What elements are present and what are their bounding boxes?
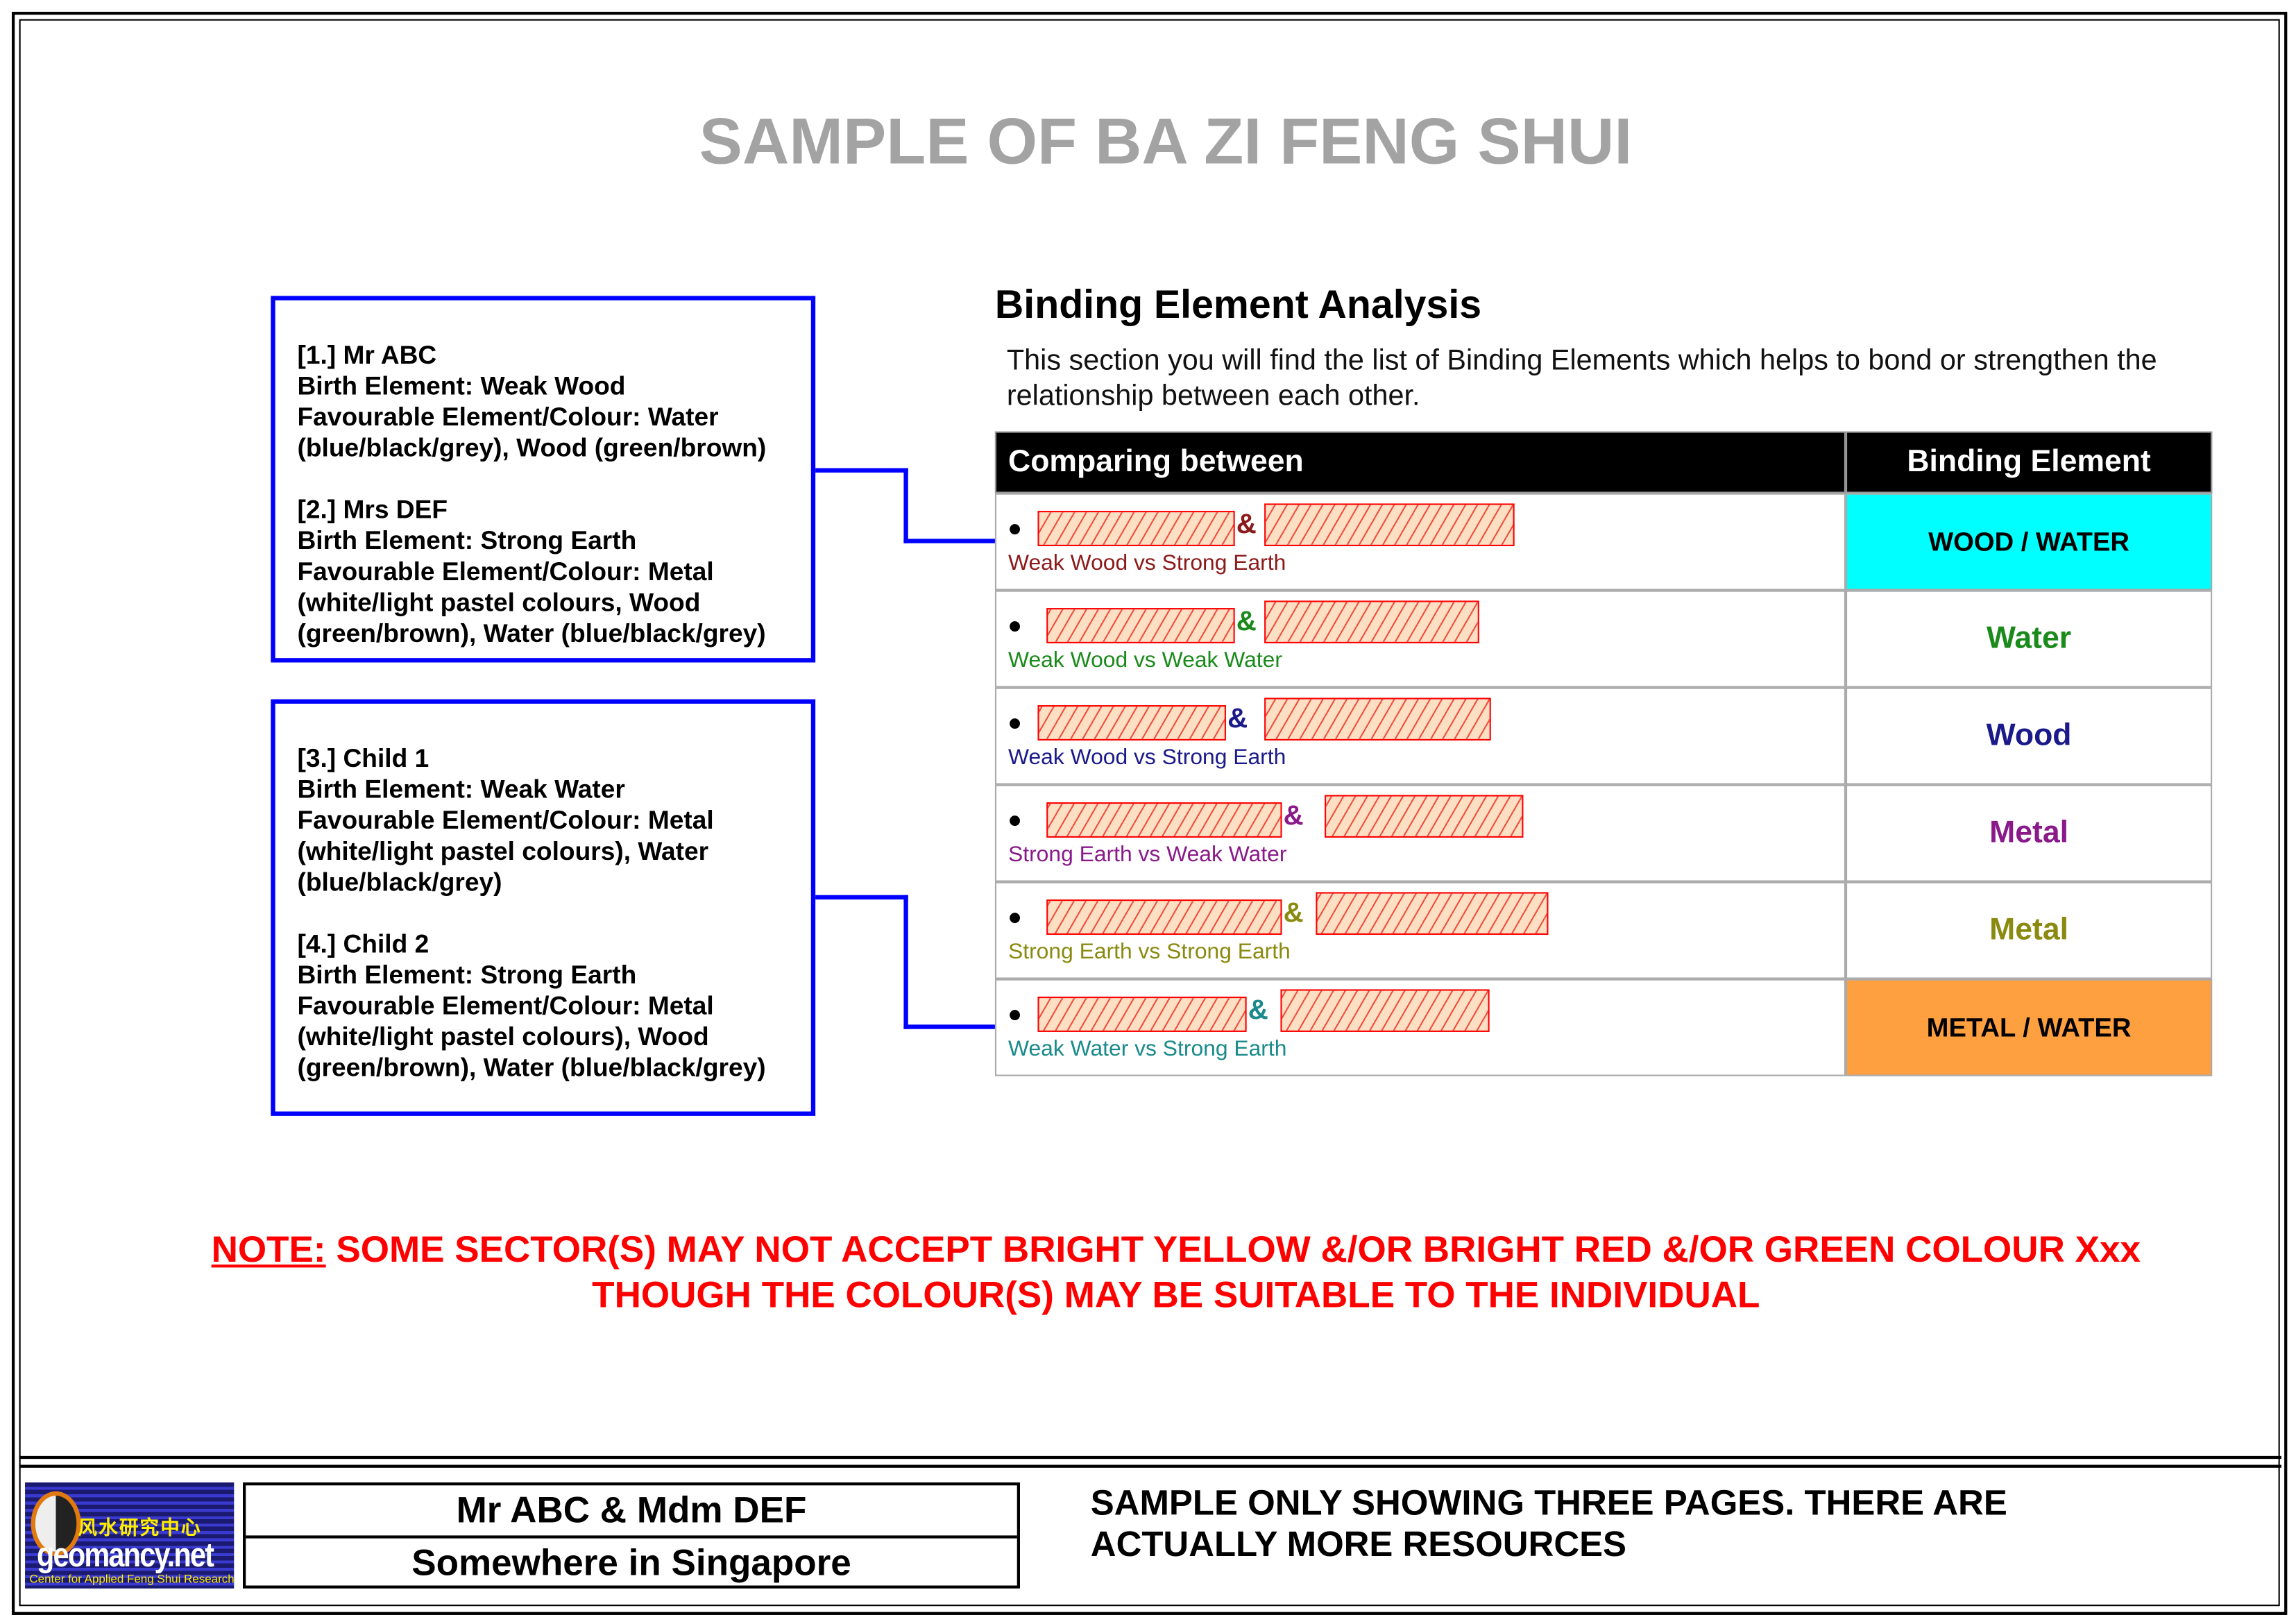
binding-element-cell: Wood <box>1845 687 2213 785</box>
comparison-label: Weak Water vs Strong Earth <box>1008 1036 1287 1062</box>
table-row: & Weak Wood vs Strong Earth Wood <box>994 687 2213 785</box>
logo-chinese: 风水研究中心 <box>78 1516 202 1539</box>
binding-element-cell: WOOD / WATER <box>1845 493 2213 591</box>
page-title: SAMPLE OF BA ZI FENG SHUI <box>699 105 1633 178</box>
profile-entry: [3.] Child 1 Birth Element: Weak Water F… <box>297 743 714 897</box>
geomancy-logo: 风水研究中心 geomancy.net Center for Applied F… <box>25 1482 235 1589</box>
binding-element-cell: Metal <box>1845 881 2213 979</box>
connector-line <box>815 468 908 543</box>
note-line-2: THOUGH THE COLOUR(S) MAY BE SUITABLE TO … <box>592 1274 1760 1317</box>
comparison-cell: & Weak Wood vs Strong Earth <box>994 687 1846 785</box>
redacted-name <box>1046 802 1282 838</box>
comparison-label: Strong Earth vs Weak Water <box>1008 842 1287 868</box>
column-header: Binding Element <box>1845 431 2213 493</box>
redacted-name <box>1280 989 1490 1032</box>
comparison-label: Weak Wood vs Strong Earth <box>1008 745 1286 770</box>
page-border-outer <box>11 11 2288 1615</box>
profile-entry: [4.] Child 2 Birth Element: Strong Earth… <box>297 929 766 1083</box>
yin-yang-icon <box>31 1491 81 1557</box>
footer-divider <box>19 1464 2281 1468</box>
table-row: & Strong Earth vs Strong Earth Metal <box>994 881 2213 979</box>
bullet-icon <box>1010 1010 1020 1020</box>
redacted-name <box>1316 892 1549 935</box>
table-row: & Strong Earth vs Weak Water Metal <box>994 784 2213 882</box>
profile-box-children: [3.] Child 1 Birth Element: Weak Water F… <box>271 699 816 1116</box>
redacted-name <box>1037 997 1247 1032</box>
profile-entry: [2.] Mrs DEF Birth Element: Strong Earth… <box>297 494 766 648</box>
page-border-inner <box>19 19 2280 1607</box>
binding-element-cell: METAL / WATER <box>1845 979 2213 1076</box>
table-row: & Weak Wood vs Strong Earth WOOD / WATER <box>994 493 2213 591</box>
note-label: NOTE: <box>211 1229 326 1271</box>
table-row: & Weak Wood vs Weak Water Water <box>994 590 2213 688</box>
ampersand: & <box>1236 606 1257 638</box>
redacted-name <box>1037 705 1226 741</box>
ampersand: & <box>1283 897 1304 929</box>
section-description: This section you will find the list of B… <box>1006 344 2157 412</box>
comparison-cell: & Weak Wood vs Weak Water <box>994 590 1846 688</box>
bullet-icon <box>1010 621 1020 632</box>
redacted-name <box>1325 795 1524 838</box>
redacted-name <box>1264 600 1479 643</box>
bullet-icon <box>1010 718 1020 729</box>
redacted-name <box>1264 697 1491 741</box>
client-location: Somewhere in Singapore <box>411 1543 851 1584</box>
column-header: Comparing between <box>994 431 1846 493</box>
ampersand: & <box>1248 995 1268 1026</box>
binding-element-cell: Water <box>1845 590 2213 688</box>
note-text: SOME SECTOR(S) MAY NOT ACCEPT BRIGHT YEL… <box>325 1229 2141 1271</box>
footer-message: SAMPLE ONLY SHOWING THREE PAGES. THERE A… <box>1091 1484 2007 1566</box>
logo-text: geomancy.net <box>37 1535 214 1574</box>
comparison-cell: & Weak Wood vs Strong Earth <box>994 493 1846 591</box>
ampersand: & <box>1283 800 1304 832</box>
ampersand: & <box>1227 703 1248 735</box>
bullet-icon <box>1010 913 1020 923</box>
redacted-name <box>1046 899 1282 935</box>
footer-message-line: ACTUALLY MORE RESOURCES <box>1090 1525 1627 1565</box>
connector-line <box>815 895 908 1029</box>
note-line-1: NOTE: SOME SECTOR(S) MAY NOT ACCEPT BRIG… <box>0 1228 2296 1274</box>
comparison-cell: & Weak Water vs Strong Earth <box>994 979 1846 1076</box>
comparison-cell: & Strong Earth vs Strong Earth <box>994 881 1846 979</box>
connector-line <box>903 539 995 543</box>
redacted-name <box>1046 608 1235 643</box>
comparison-label: Weak Wood vs Weak Water <box>1008 648 1282 673</box>
ampersand: & <box>1236 509 1257 541</box>
profile-entry: [1.] Mr ABC Birth Element: Weak Wood Fav… <box>297 339 767 463</box>
comparison-label: Weak Wood vs Strong Earth <box>1008 550 1286 576</box>
comparison-label: Strong Earth vs Strong Earth <box>1008 939 1291 965</box>
bullet-icon <box>1010 524 1020 534</box>
logo-subtitle: Center for Applied Feng Shui Research <box>29 1572 235 1586</box>
connector-line <box>903 1024 995 1029</box>
client-box: Mr ABC & Mdm DEF Somewhere in Singapore <box>242 1482 1020 1589</box>
binding-element-cell: Metal <box>1845 784 2213 882</box>
redacted-name <box>1264 503 1515 546</box>
profile-box-parents: [1.] Mr ABC Birth Element: Weak Wood Fav… <box>271 296 816 663</box>
footer-divider <box>19 1455 2281 1460</box>
section-heading: Binding Element Analysis <box>994 282 1482 327</box>
comparison-cell: & Strong Earth vs Weak Water <box>994 784 1846 882</box>
bullet-icon <box>1010 815 1020 826</box>
table-row: & Weak Water vs Strong Earth METAL / WAT… <box>994 979 2213 1076</box>
footer-message-line: SAMPLE ONLY SHOWING THREE PAGES. THERE A… <box>1090 1484 2007 1524</box>
client-names: Mr ABC & Mdm DEF <box>246 1485 1017 1539</box>
binding-table: Comparing between Binding Element & Weak… <box>994 431 2213 1076</box>
redacted-name <box>1037 511 1235 546</box>
